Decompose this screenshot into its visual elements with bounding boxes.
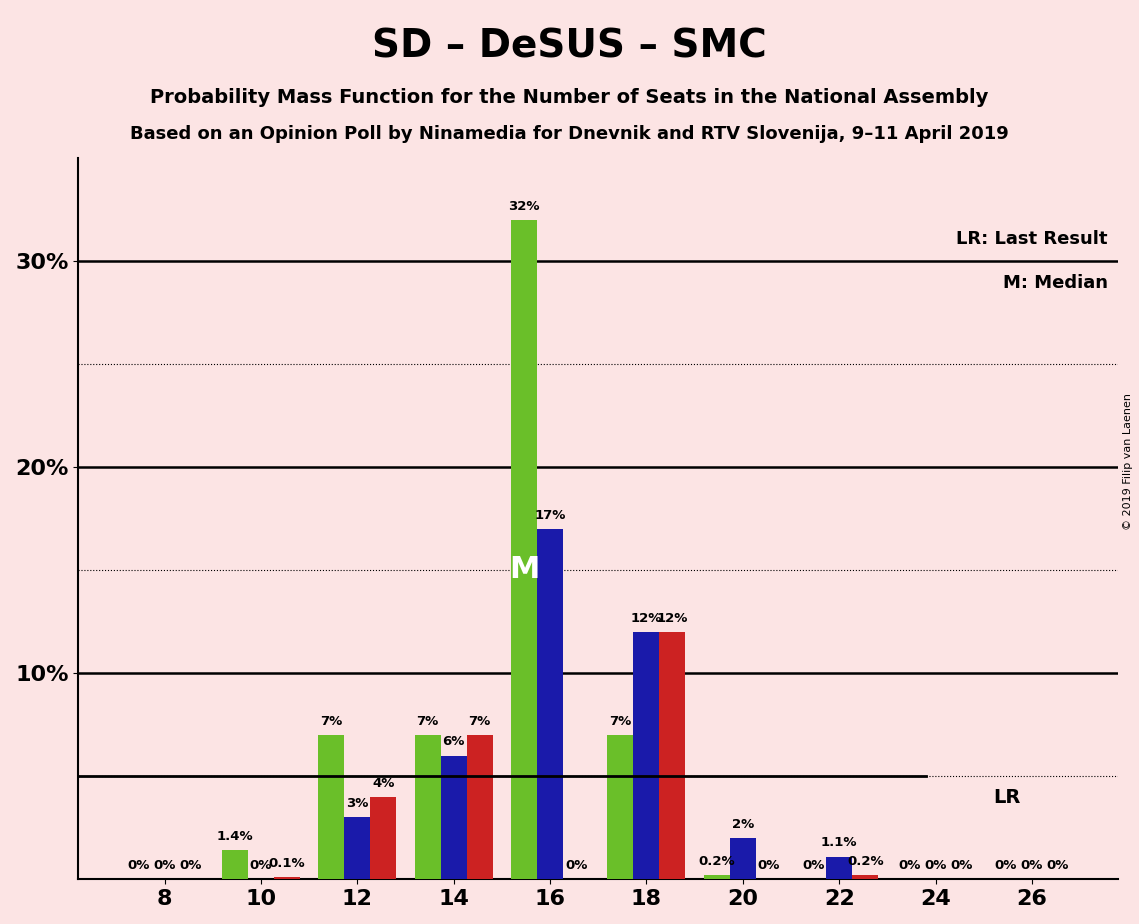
Text: 0%: 0% [1047, 859, 1070, 872]
Bar [415, 736, 441, 880]
Text: 12%: 12% [631, 612, 662, 625]
Text: 1.4%: 1.4% [216, 831, 253, 844]
Bar [511, 220, 538, 880]
Text: 2%: 2% [731, 818, 754, 831]
Bar [274, 877, 300, 880]
Bar [607, 736, 633, 880]
Text: M: Median: M: Median [1003, 274, 1108, 292]
Bar [344, 818, 370, 880]
Text: 0%: 0% [802, 859, 825, 872]
Bar [730, 838, 756, 880]
Text: 0%: 0% [179, 859, 202, 872]
Text: LR: Last Result: LR: Last Result [957, 230, 1108, 249]
Text: Probability Mass Function for the Number of Seats in the National Assembly: Probability Mass Function for the Number… [150, 88, 989, 107]
Text: 0%: 0% [994, 859, 1017, 872]
Text: 7%: 7% [468, 715, 491, 728]
Bar [467, 736, 493, 880]
Text: 7%: 7% [320, 715, 343, 728]
Text: Based on an Opinion Poll by Ninamedia for Dnevnik and RTV Slovenija, 9–11 April : Based on an Opinion Poll by Ninamedia fo… [130, 125, 1009, 142]
Text: 0%: 0% [128, 859, 149, 872]
Bar [659, 632, 686, 880]
Text: LR: LR [993, 787, 1021, 807]
Text: SD – DeSUS – SMC: SD – DeSUS – SMC [372, 28, 767, 66]
Text: 0%: 0% [757, 859, 780, 872]
Text: © 2019 Filip van Laenen: © 2019 Filip van Laenen [1123, 394, 1133, 530]
Text: 0.2%: 0.2% [847, 855, 884, 868]
Bar [441, 756, 467, 880]
Text: 0%: 0% [899, 859, 920, 872]
Text: 0%: 0% [950, 859, 973, 872]
Text: 0%: 0% [1021, 859, 1043, 872]
Text: M: M [509, 555, 539, 584]
Text: 1.1%: 1.1% [821, 836, 858, 849]
Bar [633, 632, 659, 880]
Bar [222, 850, 248, 880]
Text: 0%: 0% [154, 859, 175, 872]
Text: 0%: 0% [925, 859, 947, 872]
Text: 7%: 7% [417, 715, 439, 728]
Text: 3%: 3% [346, 797, 369, 810]
Text: 0.2%: 0.2% [698, 855, 735, 868]
Text: 17%: 17% [534, 509, 566, 522]
Bar [318, 736, 344, 880]
Text: 0.1%: 0.1% [269, 857, 305, 870]
Text: 4%: 4% [372, 777, 394, 790]
Text: 0%: 0% [249, 859, 272, 872]
Text: 7%: 7% [609, 715, 631, 728]
Bar [538, 529, 563, 880]
Bar [704, 875, 730, 880]
Text: 0%: 0% [565, 859, 588, 872]
Bar [852, 875, 878, 880]
Text: 6%: 6% [442, 736, 465, 748]
Bar [826, 857, 852, 880]
Bar [370, 796, 396, 880]
Text: 32%: 32% [508, 200, 540, 213]
Text: 12%: 12% [657, 612, 688, 625]
